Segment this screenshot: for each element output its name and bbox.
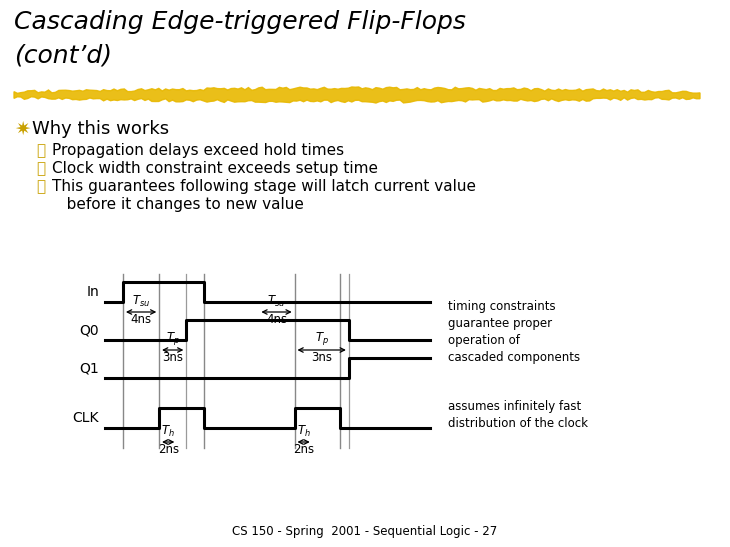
- Text: 2ns: 2ns: [158, 443, 179, 456]
- Text: CS 150 - Spring  2001 - Sequential Logic - 27: CS 150 - Spring 2001 - Sequential Logic …: [232, 525, 498, 538]
- Text: ⦾: ⦾: [36, 161, 45, 176]
- Text: 3ns: 3ns: [311, 351, 332, 364]
- Text: 3ns: 3ns: [162, 351, 183, 364]
- Text: timing constraints
guarantee proper
operation of
cascaded components: timing constraints guarantee proper oper…: [448, 300, 580, 364]
- Text: This guarantees following stage will latch current value: This guarantees following stage will lat…: [52, 179, 476, 194]
- Text: Cascading Edge-triggered Flip-Flops: Cascading Edge-triggered Flip-Flops: [14, 10, 466, 34]
- Text: Q1: Q1: [80, 361, 99, 375]
- Text: before it changes to new value: before it changes to new value: [52, 197, 304, 212]
- Text: (cont’d): (cont’d): [14, 44, 112, 68]
- Text: Clock width constraint exceeds setup time: Clock width constraint exceeds setup tim…: [52, 161, 378, 176]
- Text: Q0: Q0: [80, 323, 99, 337]
- Text: Propagation delays exceed hold times: Propagation delays exceed hold times: [52, 143, 344, 158]
- Text: $T_p$: $T_p$: [315, 330, 328, 347]
- Text: 4ns: 4ns: [266, 313, 287, 326]
- Text: ⦾: ⦾: [36, 179, 45, 194]
- Text: ⦾: ⦾: [36, 143, 45, 158]
- Text: CLK: CLK: [72, 411, 99, 425]
- Text: $T_h$: $T_h$: [296, 424, 310, 439]
- Text: assumes infinitely fast
distribution of the clock: assumes infinitely fast distribution of …: [448, 400, 588, 430]
- Text: $T_h$: $T_h$: [161, 424, 175, 439]
- Text: $T_{su}$: $T_{su}$: [132, 294, 150, 309]
- Text: Why this works: Why this works: [32, 120, 169, 138]
- Text: In: In: [86, 285, 99, 299]
- Text: 2ns: 2ns: [293, 443, 314, 456]
- Text: 4ns: 4ns: [131, 313, 152, 326]
- Text: ✷: ✷: [14, 120, 31, 139]
- Text: $T_{su}$: $T_{su}$: [267, 294, 285, 309]
- Text: $T_p$: $T_p$: [166, 330, 180, 347]
- Polygon shape: [14, 87, 700, 103]
